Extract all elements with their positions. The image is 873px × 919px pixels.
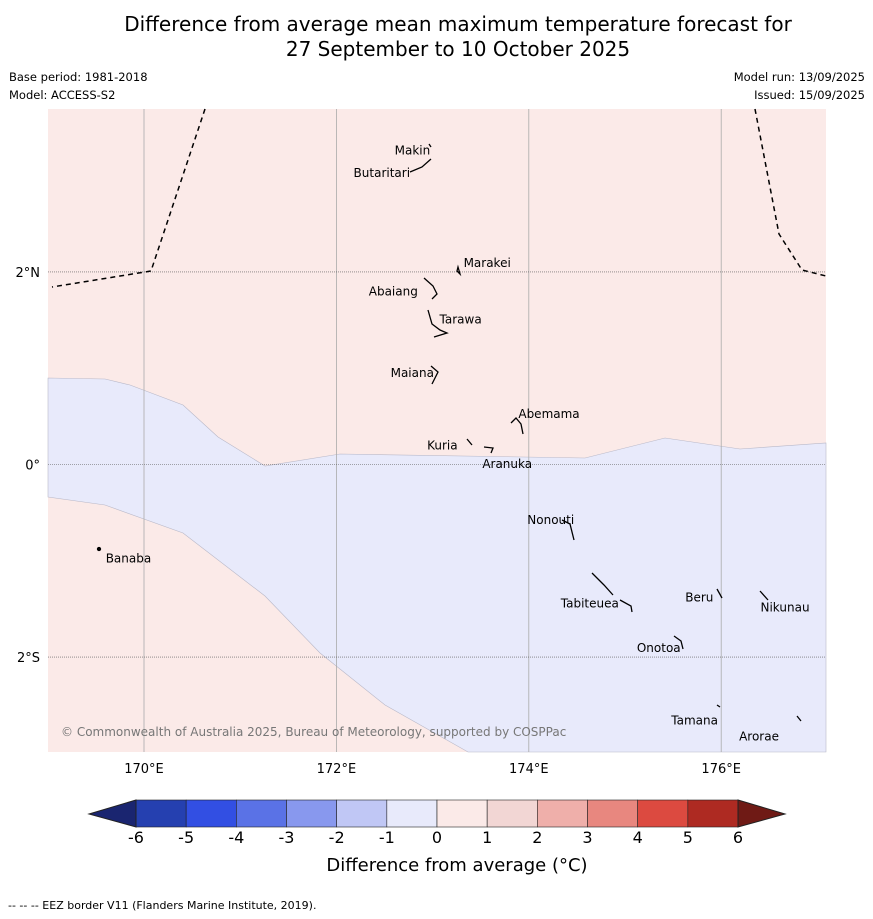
copyright-notice: © Commonwealth of Australia 2025, Bureau…: [61, 725, 566, 739]
lat-label-1: 0°: [25, 459, 40, 474]
place-labels: Makin Butaritari Marakei Abaiang Tarawa Maian…: [106, 144, 810, 744]
legend-bin-6: [436, 799, 488, 828]
island-banaba: [96, 546, 102, 552]
legend-tick-10: 4: [632, 828, 643, 847]
place-label-tamana: Tamana: [670, 713, 718, 727]
title-line-1: Difference from average mean maximum tem…: [124, 12, 792, 36]
island-tamana: [716, 704, 721, 708]
island-onotoa: [673, 635, 684, 650]
island-butaritari: [409, 158, 432, 173]
legend-bin-5: [386, 799, 438, 828]
footer-note: -- -- -- EEZ border V11 (Flanders Marine…: [8, 899, 317, 912]
island-abaiang: [423, 277, 438, 300]
lon-label-0: 170°E: [124, 762, 164, 777]
lat-label-2: 2°S: [17, 651, 40, 666]
lon-label-3: 176°E: [701, 762, 741, 777]
eez-border: [51, 108, 827, 288]
place-label-maiana: Maiana: [391, 366, 434, 380]
place-label-abemama: Abemama: [518, 407, 579, 421]
legend-bin-0: [135, 799, 187, 828]
place-label-banaba: Banaba: [106, 551, 152, 565]
legend-bin-8: [537, 799, 588, 828]
place-label-abaiang: Abaiang: [369, 284, 418, 298]
place-label-tabiteuea: Tabiteuea: [560, 597, 619, 611]
legend-tick-7: 1: [482, 828, 493, 847]
legend-bins: [135, 799, 739, 828]
island-kuria: [466, 438, 473, 446]
island-arorae: [796, 715, 802, 722]
model-name: Model: ACCESS-S2: [9, 88, 116, 102]
base-period: Base period: 1981-2018: [9, 70, 148, 84]
lon-label-2: 174°E: [509, 762, 549, 777]
legend-extend-high: [737, 799, 787, 828]
legend-tick-2: -4: [228, 828, 245, 847]
legend-bin-7: [486, 799, 538, 828]
legend-bin-11: [687, 799, 739, 828]
longitude-labels: 170°E 172°E 174°E 176°E: [124, 762, 741, 777]
legend-tick-11: 5: [682, 828, 693, 847]
legend-bin-3: [286, 799, 337, 828]
island-maiana: [430, 365, 439, 385]
place-label-onotoa: Onotoa: [637, 641, 681, 655]
place-label-tarawa: Tarawa: [439, 313, 482, 327]
islands: [96, 143, 802, 722]
lon-label-1: 172°E: [317, 762, 357, 777]
legend-bin-1: [185, 799, 237, 828]
map-title: Difference from average mean maximum tem…: [0, 12, 873, 62]
place-label-nikunau: Nikunau: [760, 601, 809, 615]
legend-tick-0: -6: [128, 828, 144, 847]
gridlines: [48, 109, 826, 752]
title-line-2: 27 September to 10 October 2025: [285, 37, 631, 61]
island-nonouti: [561, 519, 575, 541]
legend-label: Difference from average (°C): [326, 855, 588, 876]
legend-bin-10: [637, 799, 689, 828]
legend-tick-9: 3: [582, 828, 593, 847]
lat-label-0: 2°N: [16, 266, 41, 281]
island-marakei: [456, 264, 462, 277]
legend-tick-6: 0: [431, 828, 443, 847]
legend-tick-12: 6: [732, 828, 744, 847]
eez-east: [754, 108, 827, 277]
island-tarawa: [427, 309, 449, 338]
latitude-labels: 2°N 0° 2°S: [16, 266, 41, 666]
place-label-beru: Beru: [685, 591, 713, 605]
anomaly-shading: [47, 109, 827, 753]
place-label-nonouti: Nonouti: [527, 513, 574, 527]
legend-tick-3: -3: [278, 828, 295, 847]
eez-west: [51, 108, 206, 288]
place-label-aranuka: Aranuka: [482, 457, 532, 471]
legend-tick-8: 2: [532, 828, 543, 847]
place-label-kuria: Kuria: [427, 438, 458, 452]
model-run: Model run: 13/09/2025: [733, 70, 865, 84]
island-tabiteuea: [591, 572, 633, 613]
issued-date: Issued: 15/09/2025: [754, 88, 865, 102]
legend-tick-4: -2: [328, 828, 345, 847]
island-beru: [716, 588, 723, 599]
legend-tick-5: -1: [378, 828, 395, 847]
island-abemama: [510, 417, 524, 435]
place-label-makin: Makin: [395, 144, 431, 158]
legend-bin-2: [236, 799, 287, 828]
island-aranuka: [483, 446, 494, 454]
legend-extend-low: [87, 799, 137, 828]
legend-bin-4: [336, 799, 388, 828]
meta-right: Model run: 13/09/2025 Issued: 15/09/2025: [734, 68, 865, 104]
place-label-marakei: Marakei: [464, 256, 511, 270]
legend-tick-1: -5: [178, 828, 195, 847]
place-label-butaritari: Butaritari: [354, 166, 411, 180]
cool-anomaly-area: [47, 377, 827, 753]
island-makin: [428, 143, 432, 148]
legend-bin-9: [587, 799, 638, 828]
place-label-arorae: Arorae: [739, 730, 779, 744]
island-nikunau: [759, 590, 769, 601]
meta-left: Base period: 1981-2018 Model: ACCESS-S2: [9, 68, 148, 104]
